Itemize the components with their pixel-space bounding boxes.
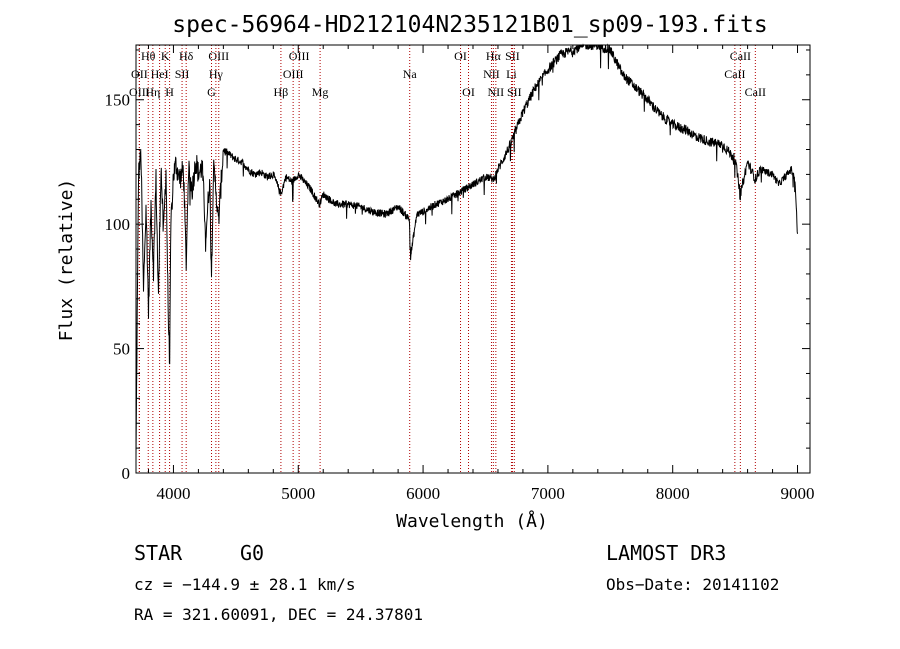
plot-frame [135,44,811,474]
spectral-line-label: Hα [486,49,502,63]
spectral-line-label: OIII [129,85,150,99]
spectrum-series [135,43,798,457]
spectral-line-label: OIII [208,49,229,63]
x-tick-label: 6000 [406,484,440,503]
spectral-line-label: CaII [730,49,751,63]
spectral-line-label: K [161,49,170,63]
x-tick-label: 9000 [781,484,815,503]
subclass: G0 [240,541,264,565]
spectral-line-label: Na [403,67,418,81]
y-tick-label: 0 [122,464,131,483]
spectral-line-label: Mg [312,85,329,99]
spectral-line-label: OIII [283,67,304,81]
spectral-line-label: Hη [145,85,160,99]
spectrum-line [135,43,798,457]
spectral-line-label: Hδ [179,49,194,63]
spectral-line-label: OI [462,85,475,99]
y-tick-label: 50 [113,340,130,359]
x-tick-label: 7000 [531,484,565,503]
spectral-line-label: Hβ [274,85,289,99]
spectral-line-label: Hθ [141,49,156,63]
chart-title: spec-56964-HD212104N235121B01_sp09-193.f… [172,12,767,38]
spectral-line-label: G [207,85,216,99]
spectral-line-label: OIII [289,49,310,63]
x-tick-label: 4000 [156,484,190,503]
spectral-line-label: Hγ [209,67,224,81]
x-tick-label: 8000 [656,484,690,503]
y-axis-label: Flux (relative) [56,179,77,342]
spectral-line-label: NII [483,67,500,81]
spectral-line-label: HeI [151,67,169,81]
object-class: STAR [134,541,183,565]
spectral-line-label: SII [505,49,520,63]
spectral-line-label: SII [507,85,522,99]
spectral-line-label: H [165,85,174,99]
y-tick-label: 100 [105,215,131,234]
spectral-line-label: OII [131,67,148,81]
x-tick-label: 5000 [281,484,315,503]
spectral-line-label: NII [488,85,505,99]
velocity-text: cz = −144.9 ± 28.1 km/s [134,575,356,594]
spectral-line-label: OI [454,49,467,63]
spectral-line-label: CaII [745,85,766,99]
spectral-line-label: CaII [724,67,745,81]
survey-name: LAMOST DR3 [606,541,726,565]
spectral-line-label: SII [175,67,190,81]
y-tick-label: 150 [105,91,131,110]
axes: 4000 5000 6000 7000 8000 9000 0 50 100 150 [105,45,815,503]
x-axis-label: Wavelength (Å) [396,510,548,532]
obs-date: Obs−Date: 20141102 [606,575,779,594]
spectral-line-label: Li [506,67,517,81]
coordinates: RA = 321.60091, DEC = 24.37801 [134,605,423,624]
